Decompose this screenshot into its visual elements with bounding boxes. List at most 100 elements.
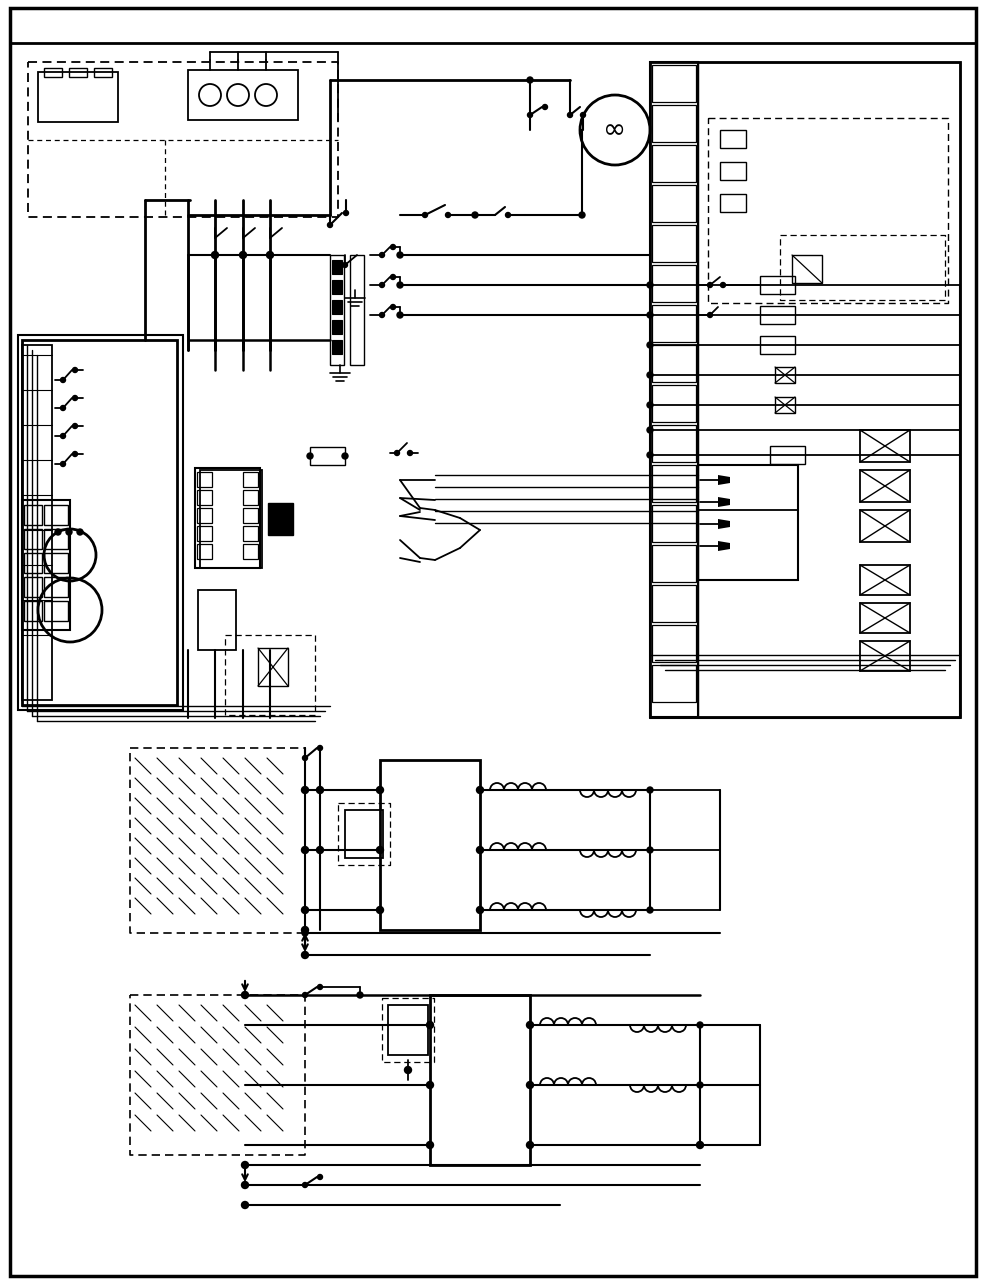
Circle shape	[506, 212, 511, 217]
Bar	[698, 510, 798, 580]
Circle shape	[302, 930, 308, 936]
Circle shape	[317, 846, 323, 854]
Bar	[760, 306, 795, 324]
Bar	[720, 130, 746, 148]
Bar	[698, 62, 960, 716]
Circle shape	[404, 1067, 411, 1073]
Bar	[652, 625, 696, 663]
Circle shape	[66, 529, 72, 535]
Bar	[243, 544, 258, 559]
Circle shape	[242, 991, 248, 999]
Circle shape	[476, 846, 483, 854]
Circle shape	[212, 252, 219, 258]
Bar	[652, 665, 696, 702]
Bar	[44, 601, 68, 621]
Bar	[652, 465, 696, 502]
Circle shape	[317, 985, 322, 990]
Circle shape	[394, 451, 399, 456]
Circle shape	[303, 1183, 308, 1188]
Bar	[698, 465, 798, 580]
Circle shape	[527, 77, 533, 83]
Bar	[652, 306, 696, 342]
Bar	[652, 105, 696, 143]
Circle shape	[472, 212, 478, 218]
Circle shape	[266, 252, 273, 258]
Bar	[860, 510, 910, 542]
Bar	[24, 601, 42, 621]
Polygon shape	[718, 497, 730, 507]
Bar	[268, 503, 293, 535]
Circle shape	[527, 1081, 533, 1089]
Bar	[770, 446, 805, 464]
Circle shape	[73, 424, 78, 429]
Bar	[197, 526, 212, 541]
Circle shape	[77, 529, 83, 535]
Bar	[44, 553, 68, 573]
Circle shape	[390, 244, 395, 249]
Circle shape	[647, 428, 653, 433]
Bar	[44, 505, 68, 525]
Circle shape	[397, 252, 403, 258]
Bar	[44, 529, 68, 550]
Bar	[330, 256, 344, 365]
Bar	[775, 397, 795, 413]
Bar	[860, 565, 910, 594]
Bar	[652, 225, 696, 262]
Bar	[650, 62, 960, 716]
Circle shape	[427, 1022, 434, 1028]
Circle shape	[397, 312, 403, 318]
Bar	[94, 68, 112, 77]
Bar	[332, 259, 342, 273]
Circle shape	[647, 787, 653, 794]
Bar	[332, 320, 342, 334]
Bar	[430, 995, 530, 1165]
Bar	[332, 300, 342, 315]
Bar	[380, 760, 480, 930]
Circle shape	[242, 1181, 248, 1189]
Polygon shape	[718, 475, 730, 485]
Bar	[652, 385, 696, 422]
Circle shape	[697, 1022, 703, 1028]
Circle shape	[60, 434, 65, 439]
Circle shape	[303, 993, 308, 998]
Circle shape	[581, 113, 586, 118]
Circle shape	[427, 1081, 434, 1089]
Bar	[652, 185, 696, 222]
Bar	[652, 65, 696, 101]
Bar	[200, 470, 262, 568]
Circle shape	[342, 453, 348, 458]
Polygon shape	[718, 519, 730, 529]
Circle shape	[343, 211, 348, 216]
Bar	[24, 505, 42, 525]
Circle shape	[542, 104, 547, 109]
Circle shape	[647, 847, 653, 853]
Circle shape	[528, 113, 532, 118]
Bar	[22, 499, 70, 630]
Bar	[860, 430, 910, 462]
Circle shape	[647, 402, 653, 408]
Bar	[860, 641, 910, 672]
Bar	[760, 336, 795, 354]
Circle shape	[647, 452, 653, 458]
Circle shape	[697, 1082, 703, 1088]
Circle shape	[73, 452, 78, 457]
Circle shape	[397, 282, 403, 288]
Circle shape	[380, 282, 385, 288]
Bar	[197, 508, 212, 523]
Circle shape	[568, 113, 573, 118]
Bar	[792, 256, 822, 282]
Circle shape	[73, 395, 78, 401]
Circle shape	[422, 212, 428, 217]
Circle shape	[317, 787, 323, 794]
Bar	[44, 68, 62, 77]
Bar	[860, 603, 910, 633]
Bar	[243, 490, 258, 505]
Circle shape	[60, 406, 65, 411]
Circle shape	[708, 312, 713, 317]
Circle shape	[380, 253, 385, 258]
Circle shape	[55, 529, 61, 535]
Circle shape	[302, 787, 309, 794]
Bar	[197, 544, 212, 559]
Circle shape	[476, 907, 483, 913]
Circle shape	[302, 846, 309, 854]
